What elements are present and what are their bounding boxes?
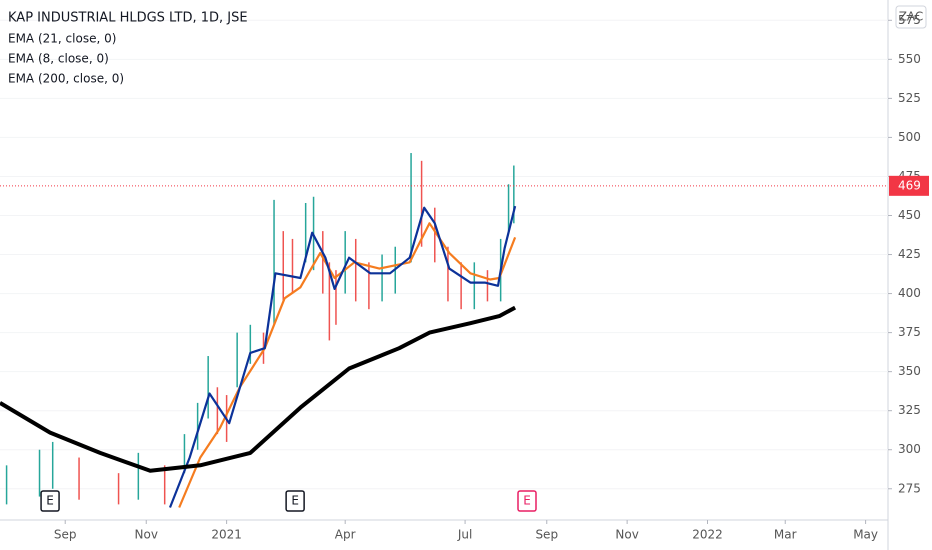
x-tick-label: Mar <box>774 528 797 542</box>
legend-entry: EMA (8, close, 0) <box>8 52 109 66</box>
y-tick-label: 450 <box>898 208 921 222</box>
y-tick-label: 525 <box>898 91 921 105</box>
event-marker <box>285 490 305 512</box>
currency: ZAC <box>899 10 924 24</box>
event-label: E <box>523 494 531 508</box>
x-tick-label: Sep <box>535 528 558 542</box>
x-tick-label: Nov <box>135 528 158 542</box>
chart-title: KAP INDUSTRIAL HLDGS LTD, 1D, JSE <box>8 11 248 26</box>
x-tick-label: Nov <box>615 528 638 542</box>
last-price-label: 469 <box>898 178 921 192</box>
ema-line <box>168 205 517 508</box>
y-tick-label: 550 <box>898 52 921 66</box>
currency-box <box>895 5 927 29</box>
x-tick-label: May <box>853 528 878 542</box>
x-tick-label: 2022 <box>692 528 723 542</box>
event-label: E <box>291 494 299 508</box>
y-tick-label: 400 <box>898 286 921 300</box>
y-tick-label: 425 <box>898 247 921 261</box>
y-tick-label: 325 <box>898 403 921 417</box>
x-tick-label: 2021 <box>211 528 242 542</box>
event-label: E <box>46 494 54 508</box>
x-tick-label: Apr <box>335 528 356 542</box>
y-tick-label: 275 <box>898 481 921 495</box>
y-tick-label: 500 <box>898 130 921 144</box>
ema-line <box>0 305 517 473</box>
y-tick-label: 350 <box>898 364 921 378</box>
plot-area <box>0 19 888 508</box>
y-tick-label: 575 <box>898 13 921 27</box>
legend-entry: EMA (200, close, 0) <box>8 72 124 86</box>
event-marker <box>40 490 60 512</box>
x-tick-label: Jul <box>457 528 472 542</box>
x-tick-label: Sep <box>54 528 77 542</box>
legend-entry: EMA (21, close, 0) <box>8 32 116 46</box>
event-marker <box>517 490 537 512</box>
y-tick-label: 375 <box>898 325 921 339</box>
y-tick-label: 300 <box>898 442 921 456</box>
last-price-box <box>889 175 929 196</box>
